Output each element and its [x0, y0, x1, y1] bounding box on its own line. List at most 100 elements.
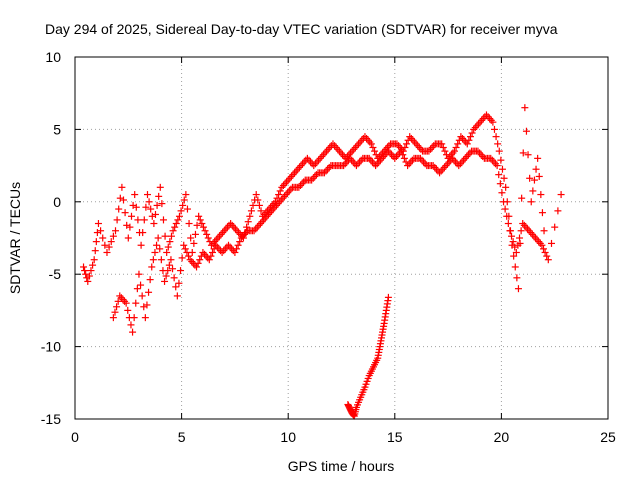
- track-main-upper-point: [513, 274, 521, 282]
- track-main-upper-point: [203, 230, 211, 238]
- track-main-upper-point: [411, 138, 419, 146]
- track-main-lower-point: [221, 245, 229, 253]
- track-main-lower-point: [117, 294, 125, 302]
- track-main-lower-point: [324, 165, 332, 173]
- track-main-lower-point: [236, 238, 244, 246]
- track-main-upper-point: [107, 238, 115, 246]
- track-main-upper-point: [369, 144, 377, 151]
- track-main-lower-point: [177, 267, 185, 275]
- track-main-lower-point: [122, 299, 130, 307]
- track-main-upper-point: [519, 149, 527, 157]
- track-main-upper-point: [356, 138, 364, 146]
- track-main-lower-point: [175, 279, 183, 287]
- track-main-lower-point: [490, 158, 498, 166]
- track-main-lower-point: [375, 158, 383, 166]
- track-main-upper-point: [439, 144, 447, 151]
- track-main-lower-point: [124, 306, 132, 314]
- track-main-lower-point: [557, 191, 565, 199]
- track-main-upper-point: [230, 223, 238, 231]
- track-main-upper-point: [457, 133, 465, 141]
- track-main-upper-point: [109, 232, 117, 240]
- track-main-upper-point: [331, 142, 339, 150]
- track-main-upper-point: [307, 158, 315, 166]
- track-main-upper-point: [321, 149, 329, 157]
- track-main-lower-point: [517, 227, 525, 235]
- track-main-upper-point: [249, 201, 257, 209]
- track-main-lower-point: [516, 234, 524, 242]
- track-main-upper-point: [450, 147, 458, 155]
- track-main-upper-point: [371, 147, 379, 155]
- track-main-upper-point: [223, 223, 231, 231]
- track-main-lower-point: [408, 156, 416, 164]
- grid: [75, 57, 608, 419]
- track-main-upper-point: [82, 270, 90, 278]
- track-main-upper-point: [532, 165, 540, 173]
- track-main-upper-point: [462, 138, 470, 146]
- track-main-upper-point: [90, 256, 98, 264]
- track-main-upper-point: [94, 220, 102, 228]
- track-main-lower-point: [528, 230, 536, 238]
- track-main-upper-point: [124, 234, 132, 242]
- track-main-upper-point: [273, 194, 281, 202]
- track-main-lower-point: [540, 245, 548, 253]
- track-main-upper-point: [150, 220, 158, 228]
- track-main-upper-point: [471, 124, 479, 132]
- track-main-lower-point: [458, 158, 466, 166]
- track-main-upper-point: [231, 225, 239, 233]
- track-main-upper-point: [278, 183, 286, 191]
- track-main-upper-point: [180, 196, 188, 204]
- track-main-upper-point: [300, 158, 308, 166]
- track-main-lower-point: [536, 239, 544, 247]
- track-main-lower-point: [431, 163, 439, 171]
- track-main-upper-point: [286, 174, 294, 182]
- track-main-upper-point: [246, 212, 254, 220]
- track-main-lower-point: [527, 229, 535, 237]
- track-main-upper-point: [313, 158, 321, 166]
- track-main-upper-point: [366, 138, 374, 146]
- track-main-upper-point: [452, 144, 460, 151]
- track-main-lower-point: [154, 234, 162, 242]
- x-tick-label: 10: [280, 429, 296, 445]
- track-main-lower-point: [138, 292, 146, 300]
- track-main-lower-point: [285, 187, 293, 195]
- track-main-lower-point: [109, 314, 117, 322]
- track-main-upper-point: [134, 216, 142, 224]
- track-main-upper-point: [177, 207, 185, 215]
- track-main-upper-point: [458, 134, 466, 142]
- track-main-upper-point: [355, 140, 363, 148]
- track-main-upper-point: [534, 154, 542, 162]
- track-main-lower-point: [191, 261, 199, 269]
- track-main-lower-point: [437, 167, 445, 175]
- track-main-upper-point: [463, 140, 471, 148]
- track-main-upper-point: [518, 194, 526, 202]
- track-main-upper-point: [217, 230, 225, 238]
- track-main-upper-point: [228, 221, 236, 229]
- track-main-upper-point: [473, 122, 481, 130]
- track-main-upper-point: [89, 261, 97, 269]
- track-main-lower-point: [170, 274, 178, 282]
- chart-title: Day 294 of 2025, Sidereal Day-to-day VTE…: [45, 21, 558, 37]
- track-main-lower-point: [130, 314, 138, 322]
- track-main-lower-point: [320, 169, 328, 177]
- track-main-upper-point: [127, 212, 135, 220]
- track-main-upper-point: [323, 147, 331, 155]
- track-main-lower-point: [300, 178, 308, 186]
- track-main-upper-point: [479, 115, 487, 123]
- track-main-upper-point: [204, 234, 212, 242]
- track-main-lower-point: [392, 153, 400, 161]
- track-main-lower-point: [501, 205, 509, 213]
- track-main-lower-point: [399, 151, 407, 159]
- track-main-upper-point: [155, 192, 163, 200]
- track-main-lower-point: [161, 277, 169, 285]
- track-main-upper-point: [535, 172, 543, 180]
- track-main-upper-point: [329, 140, 337, 148]
- track-main-upper-point: [326, 144, 334, 151]
- track-main-upper-point: [409, 136, 417, 144]
- track-main-lower-point: [149, 256, 157, 264]
- track-main-lower-point: [156, 245, 164, 253]
- track-main-upper-point: [276, 187, 284, 195]
- x-tick-label: 25: [600, 429, 616, 445]
- track-main-upper-point: [537, 191, 545, 199]
- track-main-lower-point: [143, 301, 151, 309]
- y-tick-label: 0: [53, 194, 61, 210]
